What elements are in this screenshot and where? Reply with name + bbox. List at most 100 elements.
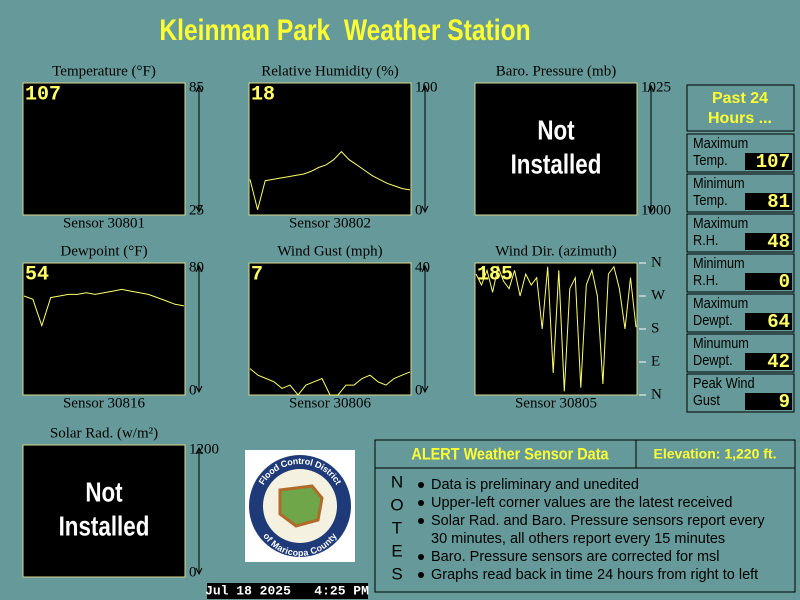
- summary-value-box: [745, 353, 792, 370]
- timestamp: Jul 18 2025 4:25 PM: [205, 583, 369, 598]
- axis-arrow: [421, 205, 429, 214]
- axis-arrow: [195, 264, 203, 273]
- note-text: Data is preliminary and unedited: [431, 477, 639, 493]
- summary-value-box: [745, 313, 792, 330]
- summary-heading: Hours ...: [708, 110, 772, 127]
- axis-arrow: [647, 205, 655, 214]
- logo-map: [278, 484, 324, 528]
- summary-value-box: [745, 393, 792, 410]
- summary-label: Maximum: [693, 214, 748, 231]
- graph-panel: [248, 82, 412, 216]
- panel-title: Wind Dir. (azimuth): [495, 243, 616, 259]
- summary-value: 107: [756, 151, 790, 173]
- axis-arrow: [421, 84, 429, 93]
- summary-value-box: [745, 233, 792, 250]
- panel-title: Dewpoint (°F): [60, 243, 147, 259]
- sensor-label: Sensor 30801: [63, 215, 145, 231]
- data-line: [475, 264, 637, 392]
- bullet: [418, 482, 424, 488]
- panel-title: Temperature (°F): [52, 63, 156, 79]
- notes-letter: E: [391, 541, 402, 560]
- bullet: [418, 500, 424, 506]
- notes-letter: O: [390, 495, 403, 514]
- y-tick-label: S: [651, 320, 659, 336]
- axis-arrow: [195, 205, 203, 214]
- notes-letter: N: [391, 472, 403, 491]
- data-line: [23, 288, 185, 328]
- panel-title: Solar Rad. (w/m²): [50, 425, 158, 441]
- graph-panel: [22, 82, 186, 216]
- current-value: 185: [477, 263, 513, 286]
- summary-label: R.H.: [693, 231, 718, 248]
- y-limit-label: 1025: [641, 79, 671, 95]
- bullet: [418, 518, 424, 524]
- note-text: Solar Rad. and Baro. Pressure sensors re…: [431, 513, 765, 529]
- graph-panel: [248, 262, 412, 396]
- panel-title: Baro. Pressure (mb): [496, 63, 616, 79]
- summary-label: Peak Wind: [693, 374, 755, 391]
- note-text: Graphs read back in time 24 hours from r…: [431, 567, 758, 583]
- axis-arrow: [421, 264, 429, 273]
- summary-value-box: [745, 273, 792, 290]
- y-limit-label: 0: [415, 382, 423, 398]
- notes-box: [374, 439, 796, 593]
- summary-value-box: [745, 153, 792, 170]
- notes-heading: ALERT Weather Sensor Data: [411, 445, 608, 463]
- axis-arrow: [195, 567, 203, 576]
- summary-label: Maximum: [693, 294, 748, 311]
- data-line: [249, 368, 411, 396]
- summary-heading: Past 24: [712, 90, 768, 107]
- axis-arrow: [195, 385, 203, 394]
- timestamp-box: [207, 583, 368, 599]
- notes-letter: T: [392, 518, 402, 537]
- axis-arrow: [195, 446, 203, 455]
- y-limit-label: 80: [189, 259, 204, 275]
- y-limit-label: 0: [415, 202, 423, 218]
- sensor-label: Sensor 30805: [515, 395, 597, 411]
- status-text: Not: [537, 115, 575, 146]
- summary-label: Gust: [693, 391, 720, 408]
- y-limit-label: 85: [189, 79, 204, 95]
- sensor-label: Sensor 30816: [63, 395, 146, 411]
- graph-panel: [474, 82, 638, 216]
- summary-label: R.H.: [693, 271, 718, 288]
- summary-label: Temp.: [693, 151, 728, 168]
- notes-letter: S: [391, 564, 402, 583]
- summary-label: Minimum: [693, 254, 745, 271]
- y-limit-label: 100: [415, 79, 438, 95]
- elevation: Elevation: 1,220 ft.: [654, 446, 777, 462]
- summary-value: 81: [767, 191, 790, 213]
- sensor-label: Sensor 30802: [289, 215, 371, 231]
- summary-value-box: [745, 193, 792, 210]
- axis-arrow: [647, 84, 655, 93]
- note-text: 30 minutes, all others report every 15 m…: [431, 531, 725, 547]
- status-text: Not: [85, 477, 123, 508]
- note-text: Upper-left corner values are the latest …: [431, 495, 732, 511]
- axis-arrow: [195, 84, 203, 93]
- y-limit-label: 25: [189, 202, 204, 218]
- y-tick-label: N: [651, 386, 662, 402]
- summary-value: 48: [767, 231, 790, 253]
- axis-arrow: [421, 385, 429, 394]
- status-text: Installed: [511, 149, 602, 180]
- summary-value: 42: [767, 351, 790, 373]
- summary-header-box: [686, 84, 795, 132]
- current-value: 7: [251, 263, 263, 286]
- summary-label: Minimum: [693, 174, 745, 191]
- y-tick-label: W: [651, 287, 666, 303]
- y-limit-label: 40: [415, 259, 430, 275]
- status-text: Installed: [59, 511, 150, 542]
- note-text: Baro. Pressure sensors are corrected for…: [431, 549, 720, 565]
- current-value: 107: [25, 83, 61, 106]
- current-value: 54: [25, 263, 49, 286]
- y-limit-label: 1200: [189, 441, 219, 457]
- title: Kleinman Park Weather Station: [159, 13, 530, 47]
- summary-label: Dewpt.: [693, 351, 733, 368]
- y-tick-label: E: [651, 353, 660, 369]
- y-limit-label: 0: [189, 564, 197, 580]
- summary-value: 64: [767, 311, 790, 333]
- panel-title: Relative Humidity (%): [261, 63, 398, 79]
- summary-value: 0: [779, 271, 790, 293]
